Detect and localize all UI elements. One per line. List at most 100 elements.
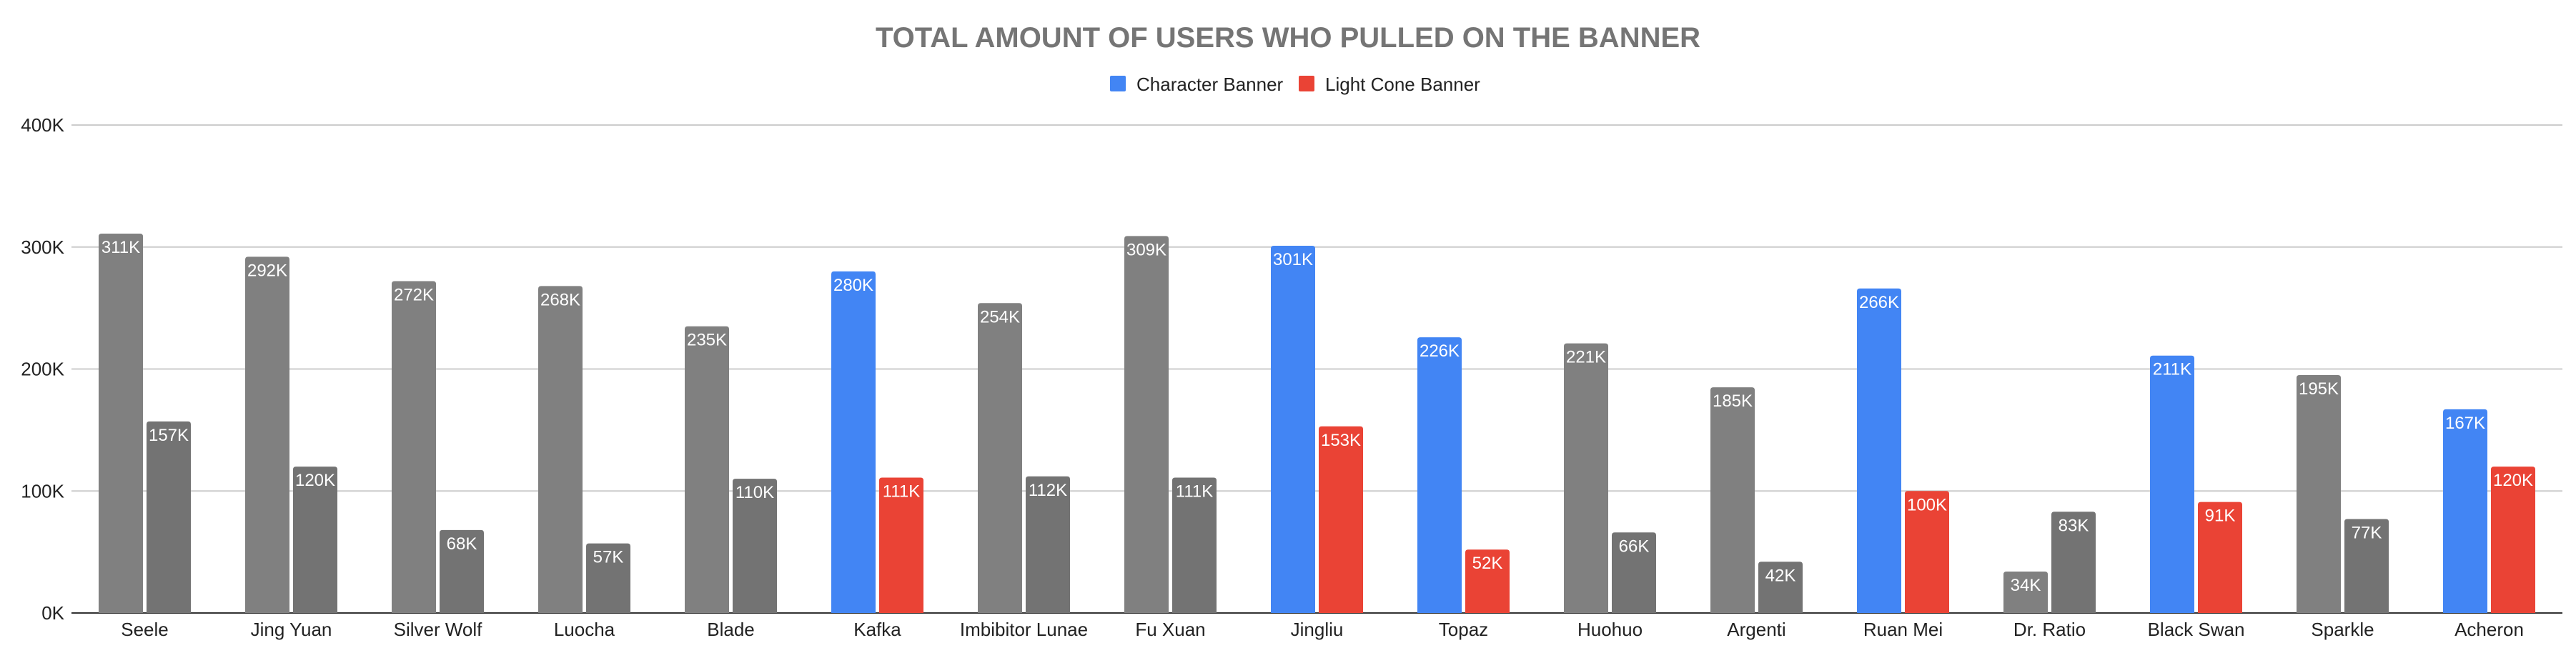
bar-light-cone-banner-jingliu	[1319, 426, 1363, 613]
bar-light-cone-banner-blade	[733, 479, 777, 613]
data-label-character-banner-ruan-mei: 266K	[1859, 293, 1899, 312]
bar-character-banner-argenti	[1710, 387, 1755, 613]
bar-light-cone-banner-luocha	[586, 543, 630, 613]
y-tick-label: 400K	[21, 114, 64, 136]
data-label-light-cone-banner-huohuo: 66K	[1619, 537, 1650, 556]
data-label-light-cone-banner-ruan-mei: 100K	[1907, 495, 1947, 514]
data-label-light-cone-banner-silver-wolf: 68K	[447, 534, 477, 554]
data-label-character-banner-huohuo: 221K	[1566, 348, 1606, 367]
bar-light-cone-banner-argenti	[1758, 562, 1803, 613]
bar-character-banner-jing-yuan	[245, 256, 289, 613]
x-tick-label-ruan-mei: Ruan Mei	[1863, 619, 1943, 640]
bars	[99, 233, 2535, 614]
y-tick-label: 300K	[21, 236, 64, 258]
data-label-character-banner-acheron: 167K	[2445, 414, 2485, 433]
data-label-character-banner-fu-xuan: 309K	[1126, 240, 1166, 259]
legend-label-character-banner: Character Banner	[1136, 74, 1284, 95]
x-tick-label-huohuo: Huohuo	[1577, 619, 1643, 640]
x-tick-label-fu-xuan: Fu Xuan	[1135, 619, 1205, 640]
x-tick-label-luocha: Luocha	[554, 619, 615, 640]
bar-light-cone-banner-sparkle	[2344, 519, 2389, 613]
bar-character-banner-blade	[685, 326, 729, 613]
x-tick-label-jing-yuan: Jing Yuan	[251, 619, 332, 640]
data-label-character-banner-blade: 235K	[687, 331, 727, 350]
bar-character-banner-sparkle	[2297, 375, 2341, 613]
bar-light-cone-banner-huohuo	[1612, 532, 1656, 613]
bar-character-banner-acheron	[2443, 409, 2487, 613]
bar-character-banner-luocha	[538, 286, 583, 613]
bar-light-cone-banner-silver-wolf	[440, 529, 484, 613]
data-label-light-cone-banner-imbibitor-lunae: 112K	[1029, 481, 1067, 500]
legend-label-light-cone-banner: Light Cone Banner	[1325, 74, 1480, 95]
data-label-light-cone-banner-sparkle: 77K	[2352, 524, 2382, 543]
data-label-light-cone-banner-fu-xuan: 111K	[1176, 482, 1214, 501]
x-axis: Seele Jing Yuan Silver Wolf Luocha Blade Kafk…	[121, 619, 2524, 640]
x-tick-label-topaz: Topaz	[1439, 619, 1488, 640]
data-label-light-cone-banner-blade: 110K	[735, 483, 774, 502]
x-tick-label-sparkle: Sparkle	[2311, 619, 2374, 640]
data-label-character-banner-kafka: 280K	[833, 276, 873, 295]
chart-title: TOTAL AMOUNT OF USERS WHO PULLED ON THE …	[876, 22, 1700, 54]
bar-light-cone-banner-acheron	[2491, 467, 2535, 613]
x-tick-label-blade: Blade	[707, 619, 755, 640]
data-label-character-banner-jing-yuan: 292K	[247, 261, 287, 280]
legend-swatch-light-cone-banner	[1299, 76, 1314, 91]
data-label-light-cone-banner-topaz: 52K	[1472, 554, 1503, 573]
data-label-light-cone-banner-dr-ratio: 83K	[2059, 516, 2089, 535]
data-label-light-cone-banner-jing-yuan: 120K	[295, 471, 335, 490]
data-labels: 311K 157K 292K 120K 272K 68K 268K 57K 235K 110K 28…	[101, 238, 2533, 595]
bar-light-cone-banner-black-swan	[2198, 502, 2242, 613]
data-label-character-banner-imbibitor-lunae: 254K	[980, 307, 1020, 326]
x-tick-label-acheron: Acheron	[2454, 619, 2524, 640]
bar-light-cone-banner-imbibitor-lunae	[1026, 476, 1070, 613]
data-label-character-banner-topaz: 226K	[1420, 342, 1460, 361]
x-tick-label-imbibitor-lunae: Imbibitor Lunae	[960, 619, 1088, 640]
data-label-light-cone-banner-argenti: 42K	[1765, 566, 1796, 585]
bar-light-cone-banner-fu-xuan	[1172, 477, 1217, 613]
data-label-character-banner-seele: 311K	[101, 238, 140, 257]
legend-swatch-character-banner	[1110, 76, 1126, 91]
bar-light-cone-banner-seele	[147, 421, 191, 613]
data-label-light-cone-banner-seele: 157K	[149, 426, 189, 445]
bar-character-banner-imbibitor-lunae	[978, 303, 1022, 613]
data-label-light-cone-banner-black-swan: 91K	[2205, 507, 2236, 526]
x-tick-label-black-swan: Black Swan	[2148, 619, 2245, 640]
data-label-light-cone-banner-kafka: 111K	[883, 482, 921, 501]
bar-light-cone-banner-topaz	[1465, 549, 1510, 613]
bar-character-banner-huohuo	[1564, 343, 1608, 613]
x-tick-label-argenti: Argenti	[1727, 619, 1785, 640]
bar-character-banner-seele	[99, 233, 143, 613]
x-tick-label-silver-wolf: Silver Wolf	[394, 619, 483, 640]
bar-character-banner-jingliu	[1271, 246, 1315, 614]
bar-character-banner-dr-ratio	[2003, 571, 2048, 613]
x-tick-label-dr-ratio: Dr. Ratio	[2013, 619, 2086, 640]
bar-character-banner-ruan-mei	[1857, 288, 1901, 613]
data-label-light-cone-banner-luocha: 57K	[593, 548, 624, 567]
gridlines	[71, 124, 2562, 614]
x-tick-label-seele: Seele	[121, 619, 169, 640]
data-label-character-banner-silver-wolf: 272K	[394, 286, 434, 305]
data-label-character-banner-luocha: 268K	[540, 290, 580, 309]
y-tick-label: 200K	[21, 359, 64, 380]
legend: Character Banner Light Cone Banner	[1110, 74, 1480, 95]
x-tick-label-jingliu: Jingliu	[1291, 619, 1344, 640]
bar-character-banner-topaz	[1417, 337, 1462, 613]
data-label-character-banner-jingliu: 301K	[1273, 250, 1313, 269]
bar-light-cone-banner-dr-ratio	[2051, 512, 2096, 613]
bar-character-banner-kafka	[831, 271, 876, 613]
bar-light-cone-banner-kafka	[879, 477, 923, 613]
bar-character-banner-black-swan	[2150, 355, 2194, 613]
data-label-character-banner-argenti: 185K	[1713, 392, 1753, 411]
bar-light-cone-banner-ruan-mei	[1905, 491, 1949, 613]
y-axis: 0K 100K 200K 300K 400K	[21, 114, 64, 624]
data-label-character-banner-dr-ratio: 34K	[2011, 576, 2041, 595]
data-label-light-cone-banner-acheron: 120K	[2493, 471, 2533, 490]
bar-light-cone-banner-jing-yuan	[293, 467, 337, 613]
y-tick-label: 100K	[21, 480, 64, 502]
bar-character-banner-fu-xuan	[1124, 236, 1169, 613]
bar-character-banner-silver-wolf	[392, 281, 436, 613]
y-tick-label: 0K	[41, 602, 64, 624]
x-tick-label-kafka: Kafka	[853, 619, 901, 640]
data-label-light-cone-banner-jingliu: 153K	[1321, 431, 1361, 450]
